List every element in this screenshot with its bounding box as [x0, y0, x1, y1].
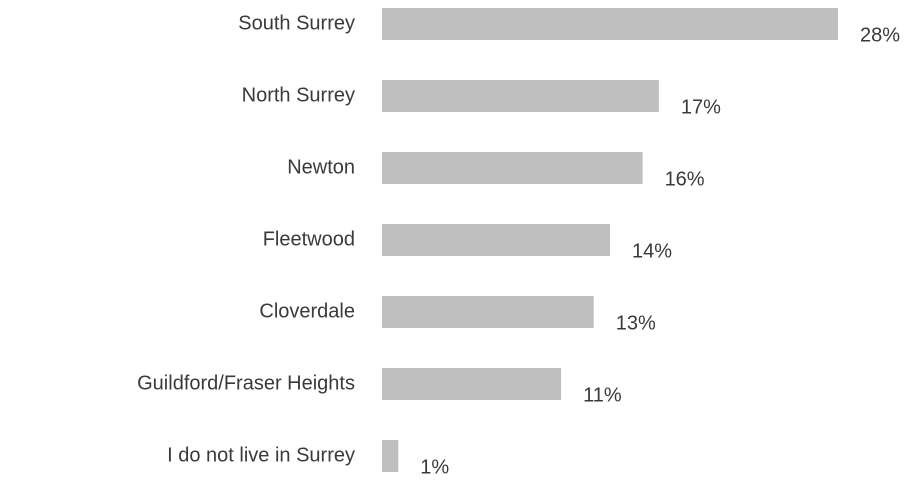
- value-label: 28%: [860, 24, 900, 46]
- value-label: 1%: [420, 456, 449, 478]
- value-label: 11%: [583, 384, 622, 406]
- category-label: South Surrey: [238, 12, 355, 34]
- category-label: Fleetwood: [263, 228, 355, 250]
- category-label: Cloverdale: [259, 300, 355, 322]
- value-label: 13%: [616, 312, 656, 334]
- category-label: Newton: [287, 156, 355, 178]
- bar: [382, 296, 594, 328]
- bar: [382, 440, 399, 472]
- bar: [382, 224, 610, 256]
- category-label: North Surrey: [242, 84, 355, 106]
- bar: [382, 8, 838, 40]
- bar: [382, 368, 562, 400]
- bar: [382, 152, 643, 184]
- category-label: I do not live in Surrey: [167, 444, 355, 466]
- value-label: 17%: [681, 96, 721, 118]
- value-label: 14%: [632, 240, 672, 262]
- category-label: Guildford/Fraser Heights: [137, 372, 355, 394]
- value-label: 16%: [665, 168, 705, 190]
- bar: [382, 80, 659, 112]
